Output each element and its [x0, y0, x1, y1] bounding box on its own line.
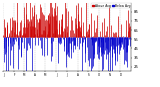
Legend: Above Avg, Below Avg: Above Avg, Below Avg: [91, 3, 131, 8]
